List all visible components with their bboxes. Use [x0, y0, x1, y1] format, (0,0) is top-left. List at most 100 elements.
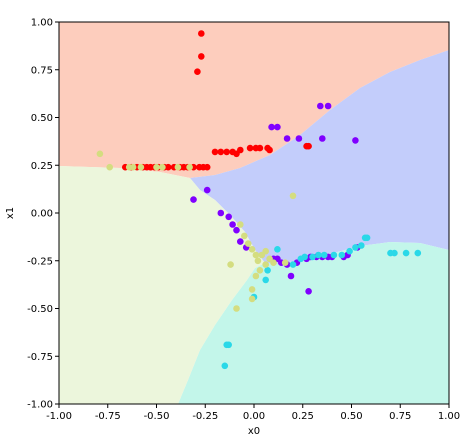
scatter-point	[211, 148, 219, 156]
x-tick-label: 1.00	[438, 411, 460, 422]
scatter-point	[198, 30, 205, 37]
scatter-point	[309, 253, 316, 261]
x-tick-label: -0.25	[192, 411, 218, 422]
scatter-point	[283, 135, 291, 142]
scatter-point	[256, 267, 264, 274]
scatter-point	[129, 163, 137, 171]
scatter-point	[317, 102, 324, 110]
scatter-point	[352, 244, 359, 251]
scatter-point	[252, 272, 260, 280]
scatter-point	[198, 53, 205, 60]
scatter-point	[252, 251, 260, 259]
data-points	[96, 30, 422, 370]
region-purple	[190, 50, 449, 264]
region-cyan	[178, 242, 449, 404]
y-tick-label: 0.25	[31, 161, 53, 172]
scatter-point	[256, 144, 264, 152]
scatter-point	[223, 148, 230, 156]
decision-regions	[59, 22, 449, 404]
scatter-point	[221, 362, 229, 370]
y-tick-label: 1.00	[31, 18, 53, 29]
scatter-point	[248, 286, 256, 293]
scatter-point	[268, 123, 275, 131]
y-axis-label: x1	[5, 207, 16, 219]
x-tick-label: -1.00	[46, 411, 72, 422]
scatter-point	[164, 163, 172, 171]
y-axis-ticks: 1.00 0.75 0.50 0.25 0.00 -0.25 -0.50 -0.75 -1.00	[27, 18, 59, 411]
x-tick-label: 0.50	[340, 411, 362, 422]
scatter-point	[254, 257, 262, 265]
scatter-point	[233, 226, 240, 234]
scatter-point	[305, 142, 312, 150]
scatter-point	[233, 305, 240, 312]
scatter-point	[391, 249, 398, 257]
scatter-point	[106, 163, 113, 171]
scatter-point	[289, 261, 297, 268]
scatter-point	[274, 123, 281, 131]
scatter-point	[153, 163, 160, 171]
scatter-point	[262, 261, 270, 268]
scatter-point	[305, 288, 312, 295]
x-tick-label: -0.50	[144, 411, 170, 422]
scatter-point	[244, 240, 252, 247]
scatter-point	[262, 247, 270, 255]
scatter-point	[241, 232, 248, 240]
scatter-point	[237, 221, 244, 228]
scatter-point	[225, 213, 232, 221]
scatter-point	[223, 341, 230, 349]
scatter-point	[264, 267, 271, 274]
scatter-point	[217, 209, 225, 217]
scatter-point	[227, 261, 234, 268]
y-tick-label: 0.75	[31, 65, 53, 76]
scatter-point	[289, 192, 297, 200]
y-tick-label: -0.75	[27, 352, 53, 363]
region-red	[59, 22, 449, 178]
scatter-point	[270, 259, 277, 267]
x-axis-label: x0	[248, 426, 260, 437]
scatter-point	[237, 238, 244, 245]
scatter-point	[186, 163, 193, 171]
scatter-point	[330, 251, 338, 259]
scatter-point	[203, 186, 211, 194]
scatter-point	[295, 135, 303, 142]
scatter-point	[315, 251, 322, 259]
scatter-point	[319, 135, 326, 142]
scatter-point	[262, 276, 270, 284]
y-tick-label: -0.50	[27, 304, 53, 315]
y-tick-label: 0.50	[31, 113, 53, 124]
x-tick-label: 0.25	[292, 411, 314, 422]
scatter-point	[159, 163, 166, 171]
scatter-point	[324, 102, 332, 110]
y-tick-label: 0.00	[31, 209, 53, 220]
scatter-point	[363, 234, 371, 242]
scatter-point	[246, 144, 254, 152]
scatter-point	[229, 221, 236, 228]
scatter-point	[217, 148, 225, 156]
x-tick-label: 0.75	[389, 411, 411, 422]
scatter-point	[320, 251, 328, 259]
scatter-point	[274, 246, 281, 253]
y-tick-label: -0.25	[27, 256, 53, 267]
scatter-point	[190, 196, 197, 203]
scatter-point	[194, 68, 201, 75]
region-yellow	[59, 166, 265, 404]
scatter-point	[301, 253, 309, 261]
scatter-point	[137, 163, 145, 171]
scatter-point	[174, 163, 182, 171]
scatter-point	[358, 242, 365, 249]
scatter-point	[414, 249, 422, 257]
y-tick-label: -1.00	[27, 400, 53, 411]
scatter-point	[352, 137, 359, 144]
scatter-point	[248, 295, 256, 303]
x-tick-label: 0.00	[243, 411, 265, 422]
scatter-point	[338, 251, 346, 259]
scatter-point	[287, 272, 295, 280]
scatter-point	[266, 146, 273, 154]
x-tick-label: -0.75	[95, 411, 121, 422]
scatter-point	[281, 259, 289, 267]
x-axis-ticks: -1.00 -0.75 -0.50 -0.25 0.00 0.25 0.50 0.75 1.00	[46, 404, 460, 422]
scatter-point	[346, 247, 353, 255]
scatter-point	[248, 246, 256, 253]
scatter-point	[402, 249, 410, 257]
